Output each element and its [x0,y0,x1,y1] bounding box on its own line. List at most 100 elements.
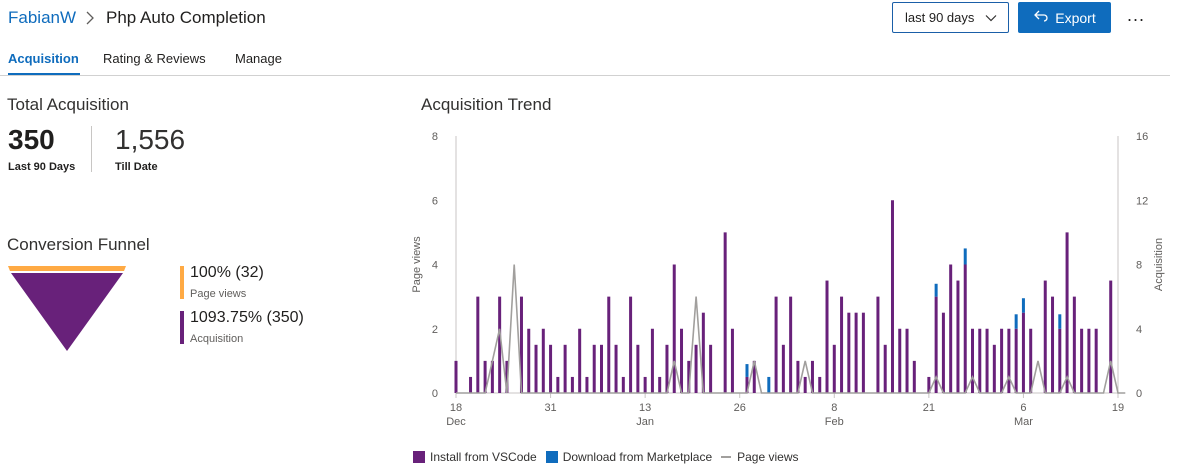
y-tick-left-label: 8 [432,131,438,143]
date-range-value: last 90 days [905,10,975,25]
tab-manage[interactable]: Manage [235,51,282,66]
breadcrumb-owner-link[interactable]: FabianW [8,8,77,27]
bar-install [1072,296,1076,393]
bar-install [956,280,960,393]
tab-rating-reviews[interactable]: Rating & Reviews [103,51,206,66]
tab-bar: Acquisition Rating & Reviews Manage [0,44,1170,76]
funnel-page-views-band [8,266,126,271]
bar-install [1029,328,1033,393]
tab-acquisition[interactable]: Acquisition [8,51,79,66]
bar-install [789,296,793,393]
till-date-value: 1,556 [115,124,186,155]
x-tick-label: 26 [734,402,746,414]
bar-install [519,296,523,393]
bar-install [665,344,669,393]
bar-install [534,344,538,393]
bar-install [636,344,640,393]
x-tick-month-label: Dec [446,416,466,428]
bar-install [563,344,567,393]
bar-install [701,312,705,393]
acquisition-color-bar [180,311,184,344]
bar-install [672,264,676,393]
x-tick-month-label: Mar [1014,416,1033,428]
bar-install [629,296,633,393]
x-tick-label: 31 [544,402,556,414]
page-views-funnel-value: 100% (32) [190,264,264,281]
more-options-button[interactable]: ... [1124,4,1148,30]
breadcrumb-extension-title: Php Auto Completion [106,8,266,27]
bar-install [1043,280,1047,393]
install-swatch [413,451,425,463]
legend-download-label: Download from Marketplace [562,450,713,464]
bar-install [1094,328,1098,393]
legend-install-label: Install from VSCode [430,450,537,464]
legend-item-install[interactable]: Install from VSCode [413,450,537,464]
conversion-funnel-title: Conversion Funnel [7,235,150,254]
bar-install [505,360,509,393]
bar-install [890,200,894,393]
bar-download [1014,314,1018,329]
bar-install [985,328,989,393]
bar-install [730,328,734,393]
page-views-color-bar [180,266,184,299]
bar-download [934,283,938,297]
x-tick-label: 21 [923,402,935,414]
y-axis-right-title: Acquisition [1153,238,1165,291]
chevron-down-icon [984,11,998,25]
y-tick-right-label: 0 [1136,388,1142,400]
y-tick-left-label: 0 [432,388,438,400]
bar-download [1058,314,1062,329]
last-90-days-label: Last 90 Days [8,161,76,173]
bar-install [614,344,618,393]
bar-install [490,360,494,393]
x-tick-label: 13 [639,402,651,414]
bar-install [832,344,836,393]
bar-install [978,328,982,393]
bar-install [498,296,502,393]
bar-install [1058,328,1062,393]
bar-install [687,360,691,393]
bar-install [643,376,647,393]
bar-install [898,328,902,393]
bar-install [621,376,625,393]
bar-install [854,312,858,393]
bar-download [1021,298,1025,313]
bar-install [1109,280,1113,393]
bar-install [607,296,611,393]
page-header: FabianW Php Auto Completion last 90 days… [0,0,1196,40]
export-button[interactable]: Export [1018,2,1111,33]
active-tab-indicator [8,73,80,75]
bar-install [578,328,582,393]
date-range-select[interactable]: last 90 days [892,2,1009,33]
bar-install [549,344,553,393]
bar-install [840,296,844,393]
conversion-funnel-graphic [8,266,126,351]
y-tick-right-label: 4 [1136,324,1142,336]
chart-legend: Install from VSCode Download from Market… [413,450,808,464]
bar-install [963,264,967,393]
bar-install [570,376,574,393]
bar-install [781,344,785,393]
x-tick-label: 19 [1112,402,1124,414]
bar-install [658,376,662,393]
acquisition-trend-chart: 0 2 4 6 8 0 4 8 12 16 Page views Acquisition 18 Dec 31… [411,131,1165,428]
legend-item-page-views[interactable]: Page views [721,450,799,464]
bar-install [847,312,851,393]
bar-install [709,344,713,393]
y-tick-left-label: 4 [432,260,438,272]
bar-install [1087,328,1091,393]
bar-install [876,296,880,393]
bar-install [469,376,473,393]
x-tick-month-label: Feb [825,416,844,428]
legend-item-download[interactable]: Download from Marketplace [545,450,713,464]
bar-install [941,312,945,393]
bar-install [680,328,684,393]
bar-install [971,328,975,393]
bar-download [963,248,967,265]
bar-install [803,376,807,393]
bar-install [527,328,531,393]
y-tick-right-label: 12 [1136,195,1148,207]
bar-install [861,312,865,393]
download-swatch [545,451,558,463]
acquisition-funnel-label: Acquisition [190,333,244,345]
